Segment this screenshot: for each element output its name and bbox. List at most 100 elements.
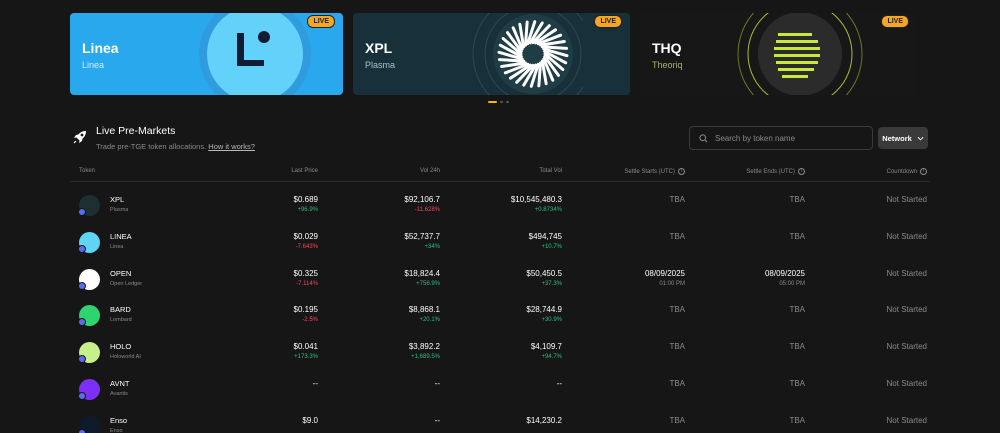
- search-box[interactable]: [689, 126, 873, 150]
- plasma-ray: [536, 33, 563, 46]
- last-price: $0.041: [293, 342, 318, 352]
- table-row[interactable]: AVNT Avantis -- -- -- TBA TBA Not Started: [70, 370, 930, 407]
- total-vol: $50,450.5: [526, 268, 562, 278]
- last-price: $0.689: [293, 195, 318, 204]
- info-icon[interactable]: i: [920, 168, 927, 175]
- carousel-dot-2[interactable]: [500, 101, 503, 103]
- plasma-ray: [543, 49, 568, 65]
- vol-24h-change: -11.628%: [414, 207, 440, 213]
- table-row[interactable]: HOLO Holoworld AI $0.041 +173.3% $3,892.2 +1,…: [70, 333, 930, 370]
- plasma-ray: [503, 62, 530, 75]
- plasma-ray: [526, 20, 537, 46]
- token-symbol: AVNT: [110, 379, 130, 388]
- carousel-pagination: [488, 101, 509, 103]
- price-change: +96.9%: [297, 207, 318, 213]
- plasma-ray: [528, 21, 544, 45]
- settle-start-date: 08/09/2025: [644, 268, 685, 278]
- col-total-vol[interactable]: Total Vol: [539, 168, 562, 174]
- banner-card-linea[interactable]: Linea Linea LIVE: [70, 13, 343, 95]
- col-vol-24h[interactable]: Vol 24h: [419, 168, 440, 174]
- linea-logo-art: [199, 13, 311, 95]
- chain-badge-icon: [78, 355, 86, 364]
- table-row[interactable]: LINEA Linea $0.029 -7.643% $52,737.7 +34% $494…: [70, 223, 930, 260]
- total-vol: $10,545,480.3: [510, 195, 562, 204]
- settle-end-date: TBA: [789, 305, 805, 315]
- live-badge: LIVE: [594, 15, 622, 28]
- search-input[interactable]: [715, 133, 865, 143]
- countdown: Not Started: [886, 305, 927, 315]
- live-badge: LIVE: [881, 15, 909, 28]
- settle-end-date: TBA: [789, 379, 805, 388]
- token-name: Enso: [110, 427, 123, 433]
- plasma-ray: [501, 37, 523, 56]
- price-change: -7.114%: [296, 280, 318, 287]
- token-symbol: LINEA: [110, 231, 132, 241]
- token-name: Plasma: [110, 207, 129, 213]
- plasma-ray: [498, 58, 526, 63]
- settle-start-date: TBA: [669, 342, 685, 352]
- plasma-ray: [498, 43, 523, 59]
- network-dropdown[interactable]: Network: [878, 127, 928, 149]
- col-token: Token: [79, 168, 96, 174]
- plasma-ray: [543, 55, 560, 77]
- info-icon[interactable]: i: [798, 168, 805, 175]
- how-it-works-link[interactable]: How it works?: [208, 142, 255, 151]
- plasma-ray: [537, 61, 542, 88]
- token-name: Avantis: [110, 391, 128, 397]
- banner-card-xpl[interactable]: XPL Plasma LIVE: [353, 13, 630, 95]
- total-vol: $14,230.2: [526, 415, 562, 425]
- vol-24h: $18,824.4: [404, 268, 440, 278]
- section-title: Live Pre-Markets: [96, 125, 176, 137]
- plasma-ray: [538, 39, 566, 47]
- last-price: $0.029: [293, 231, 318, 241]
- countdown: Not Started: [886, 268, 927, 278]
- carousel-dot-3[interactable]: [506, 101, 509, 103]
- card-name: Theoriq: [652, 60, 683, 70]
- table-row[interactable]: Enso Enso $9.0 -- $14,230.2 TBA TBA Not Started: [70, 407, 930, 433]
- settle-end-date: 08/09/2025: [764, 268, 805, 278]
- table-row[interactable]: XPL Plasma $0.689 +96.9% $92,106.7 -11.628% $1…: [70, 186, 930, 223]
- rocket-icon: [73, 131, 86, 144]
- plasma-ray: [534, 28, 558, 45]
- search-icon: [699, 133, 708, 142]
- chain-badge-icon: [78, 318, 86, 327]
- token-symbol: XPL: [110, 195, 125, 204]
- info-icon[interactable]: i: [678, 168, 685, 175]
- plasma-ray: [518, 22, 526, 49]
- chain-badge-icon: [78, 392, 86, 400]
- last-price: $0.195: [293, 305, 318, 315]
- total-vol-change: +37.3%: [541, 280, 562, 287]
- carousel-dot-1[interactable]: [488, 101, 497, 103]
- chain-badge-icon: [78, 244, 86, 253]
- total-vol: $28,744.9: [526, 305, 562, 315]
- total-vol-change: +0.8734%: [534, 207, 562, 213]
- card-ticker: XPL: [365, 40, 393, 56]
- table-row[interactable]: OPEN Open Ledger $0.325 -7.114% $18,824.4 +75…: [70, 260, 930, 297]
- col-last-price[interactable]: Last Price: [291, 168, 318, 174]
- theoriq-logo-art: [737, 13, 863, 95]
- price-change: +173.3%: [294, 354, 318, 361]
- chain-badge-icon: [78, 208, 86, 216]
- plasma-logo-art: [472, 13, 583, 95]
- settle-start-date: TBA: [669, 305, 685, 315]
- plasma-ray: [531, 24, 551, 45]
- vol-24h: $92,106.7: [404, 195, 440, 204]
- card-name: Plasma: [365, 60, 396, 70]
- plasma-ray: [515, 63, 535, 84]
- price-change: -2.5%: [302, 317, 318, 324]
- banner-card-thq[interactable]: THQ Theoriq LIVE: [640, 13, 917, 95]
- table-row[interactable]: BARD Lombard $0.195 -2.5% $8,868.1 +20.1% $28,…: [70, 296, 930, 333]
- total-vol: --: [556, 379, 562, 388]
- total-vol: $494,745: [528, 231, 562, 241]
- countdown: Not Started: [886, 342, 927, 352]
- table-header: Token Last Price Vol 24h Total Vol Settl…: [70, 165, 930, 182]
- settle-start-date: TBA: [669, 379, 685, 388]
- countdown: Not Started: [886, 415, 927, 425]
- total-vol: $4,109.7: [530, 342, 562, 352]
- countdown: Not Started: [886, 379, 927, 388]
- token-symbol: BARD: [110, 305, 131, 315]
- vol-24h: --: [434, 415, 440, 425]
- vol-24h: $8,868.1: [408, 305, 440, 315]
- last-price: $0.325: [293, 268, 318, 278]
- settle-end-date: TBA: [789, 231, 805, 241]
